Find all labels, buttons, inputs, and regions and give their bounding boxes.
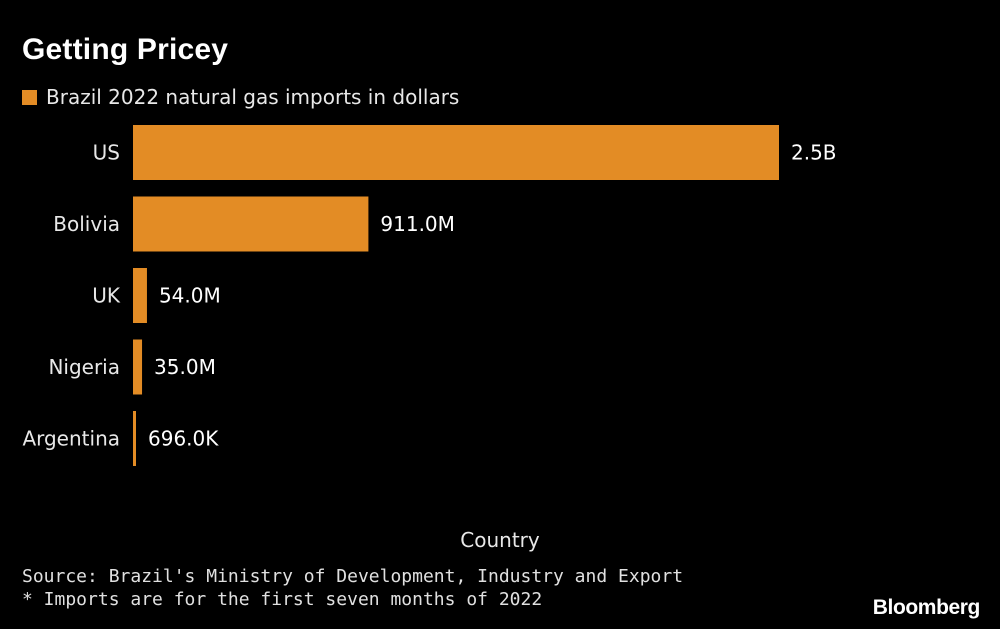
bar-argentina <box>133 411 136 466</box>
data-label-argentina: 696.0K <box>148 427 219 451</box>
bar-bolivia <box>133 196 369 252</box>
category-label-us: US <box>93 141 120 165</box>
bar-uk <box>133 268 147 323</box>
category-label-bolivia: Bolivia <box>53 212 120 236</box>
axis-title: Country <box>460 528 540 552</box>
footnote: * Imports are for the first seven months… <box>22 589 543 610</box>
legend-swatch <box>22 89 37 105</box>
data-label-bolivia: 911.0M <box>380 212 455 236</box>
category-label-nigeria: Nigeria <box>48 355 120 379</box>
bar-us <box>133 125 779 180</box>
legend-label: Brazil 2022 natural gas imports in dolla… <box>46 85 460 109</box>
chart-title: Getting Pricey <box>22 33 229 66</box>
category-label-argentina: Argentina <box>22 427 120 451</box>
data-label-uk: 54.0M <box>159 284 221 308</box>
bar-nigeria <box>133 339 143 395</box>
data-label-us: 2.5B <box>791 141 837 165</box>
legend: Brazil 2022 natural gas imports in dolla… <box>22 84 459 110</box>
bar-chart: US 2.5B Bolivia 911.0M UK 54.0M Nigeria 35.0M Ar… <box>22 125 837 466</box>
bloomberg-logo: Bloomberg <box>872 596 981 619</box>
data-label-nigeria: 35.0M <box>154 355 216 379</box>
source-note: Source: Brazil's Ministry of Development… <box>22 566 684 587</box>
category-label-uk: UK <box>92 284 121 308</box>
